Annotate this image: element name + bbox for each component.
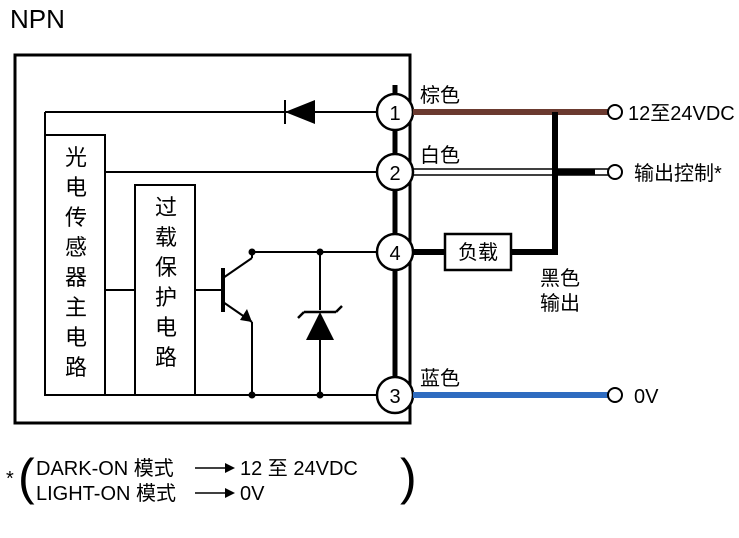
diagram-title: NPN (10, 4, 65, 34)
footnote-line2-left: LIGHT-ON 模式 (36, 482, 176, 505)
pin-2-right-label: 输出控制* (634, 162, 722, 185)
load-bus-path (511, 112, 555, 252)
footnote-line1-left: DARK-ON 模式 (36, 457, 174, 480)
overload-label-3: 保 (155, 255, 177, 280)
pin-1-number: 1 (389, 103, 400, 125)
pin-2-terminal (608, 165, 622, 179)
overload-label-2: 载 (155, 225, 177, 250)
pin-1-color-label: 棕色 (420, 84, 460, 107)
pin-2-number: 2 (389, 163, 400, 185)
arrow-icon-2 (195, 488, 235, 498)
transistor-npn-icon (223, 258, 252, 322)
sensor-circuit-label-5: 器 (65, 265, 87, 290)
pin-2-color-label: 白色 (420, 144, 460, 167)
sensor-circuit-label-8: 路 (65, 355, 87, 380)
pin-3-number: 3 (389, 386, 400, 408)
footnote-line2-right: 0V (240, 483, 265, 505)
footnote-line1-right: 12 至 24VDC (240, 458, 358, 480)
sensor-circuit-label-6: 主 (65, 295, 87, 320)
arrow-icon-1 (195, 463, 235, 473)
overload-label-5: 电 (155, 315, 177, 340)
pin-4-black-label-1: 黑色 (540, 267, 580, 290)
node-zener-top (317, 249, 324, 256)
pin-1-right-label: 12至24VDC (628, 103, 735, 125)
pin-3-color-label: 蓝色 (420, 367, 460, 390)
sensor-circuit-label-7: 电 (65, 325, 87, 350)
pin-1-terminal (608, 105, 622, 119)
sensor-circuit-label-4: 感 (65, 235, 87, 260)
footnote-asterisk: * (6, 468, 14, 490)
sensor-circuit-label-1: 光 (65, 145, 87, 170)
paren-left: ( (18, 449, 35, 505)
sensor-circuit-label-2: 电 (65, 175, 87, 200)
pin-3-terminal (608, 388, 622, 402)
paren-right: ) (400, 449, 417, 505)
overload-label-6: 路 (155, 345, 177, 370)
pin-4-black-label-2: 输出 (540, 292, 580, 315)
diode-icon (285, 100, 315, 124)
overload-label-4: 护 (155, 285, 177, 310)
pin-3-right-label: 0V (634, 386, 659, 408)
overload-label-1: 过 (155, 195, 177, 220)
sensor-circuit-label-3: 传 (65, 205, 87, 230)
pin-4-number: 4 (389, 243, 400, 265)
zener-diode-icon (298, 306, 342, 340)
wiring-diagram: NPN 光 电 传 感 器 主 电 路 过 载 保 护 电 路 1 棕色 12至… (0, 0, 739, 538)
node-collector (249, 249, 256, 256)
load-label: 负载 (458, 241, 498, 264)
